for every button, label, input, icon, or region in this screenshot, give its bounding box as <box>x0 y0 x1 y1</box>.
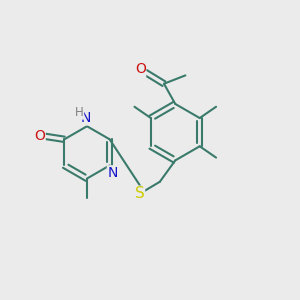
Text: O: O <box>135 62 146 76</box>
Text: N: N <box>107 166 118 180</box>
Text: H: H <box>75 106 84 119</box>
Text: N: N <box>81 111 91 125</box>
Text: S: S <box>135 186 145 201</box>
Text: O: O <box>34 129 45 143</box>
